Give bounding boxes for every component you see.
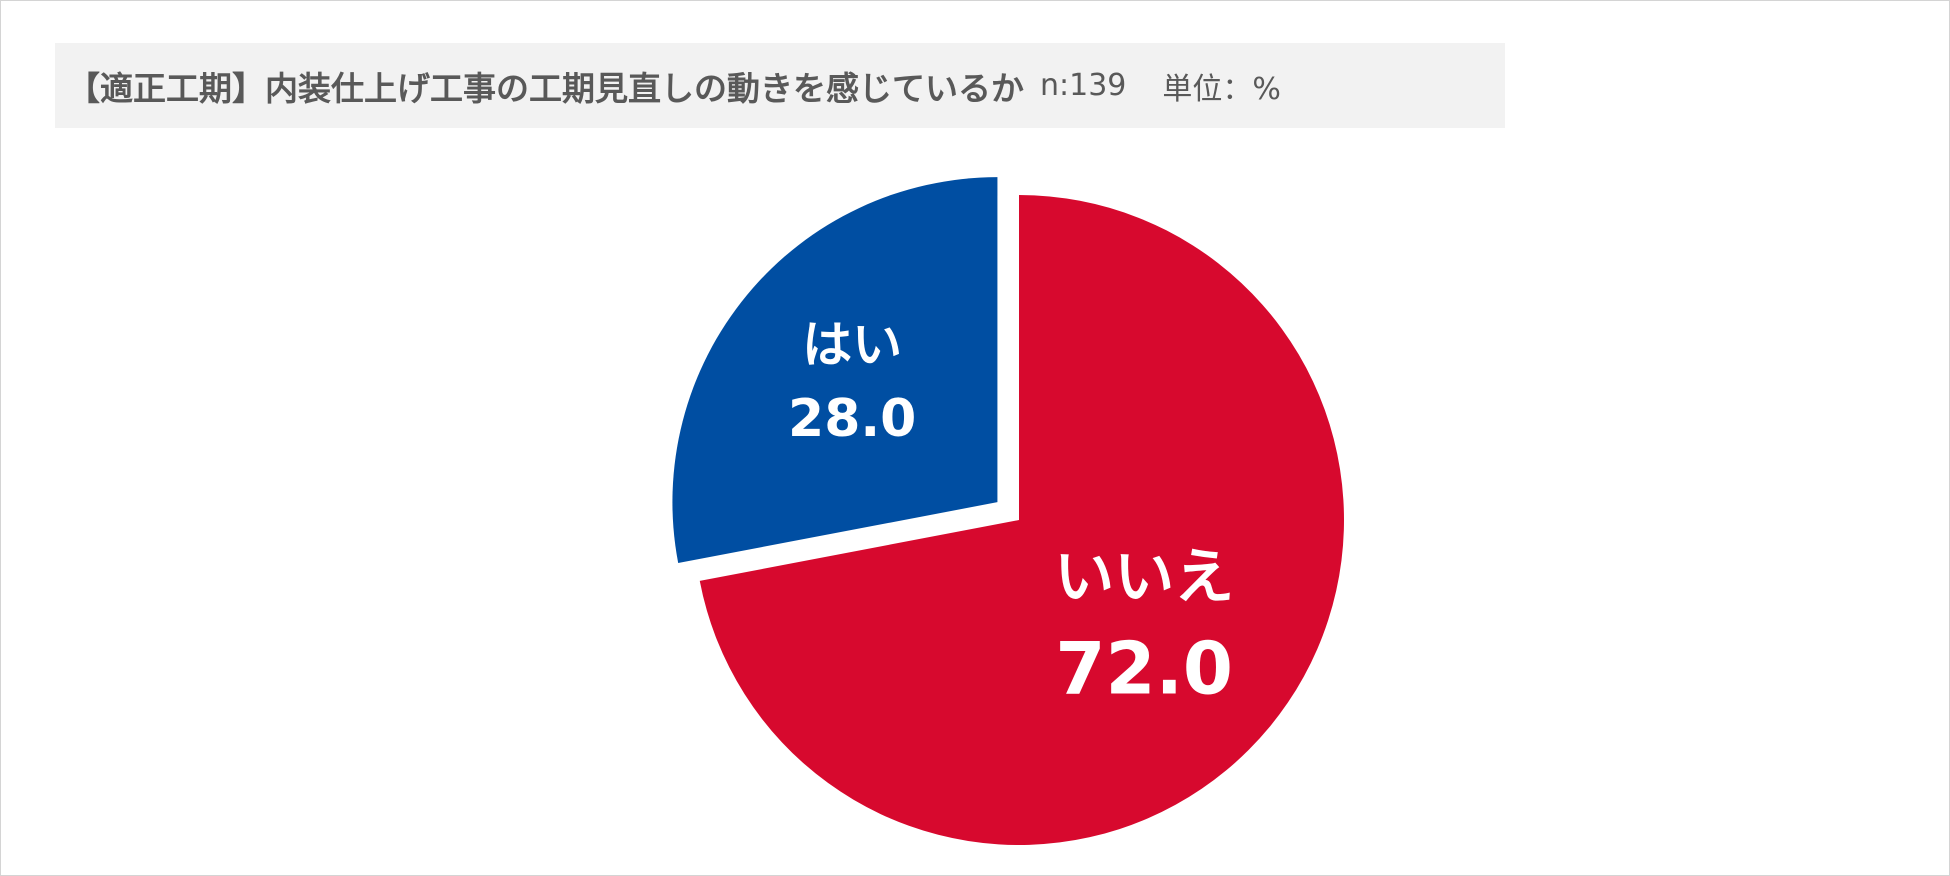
slice-value-no: 72.0 bbox=[1055, 627, 1233, 711]
sample-size: n:139 bbox=[1040, 68, 1127, 103]
slice-label-yes: はい bbox=[802, 316, 902, 374]
unit-label: 単位：% bbox=[1162, 71, 1281, 107]
pie-slice-yes bbox=[672, 177, 998, 564]
slice-value-yes: 28.0 bbox=[788, 389, 916, 449]
chart-title-bar: 【適正工期】内装仕上げ工事の工期見直しの動きを感じているか n:139 単位：% bbox=[55, 43, 1505, 128]
chart-title: 【適正工期】内装仕上げ工事の工期見直しの動きを感じているか bbox=[67, 68, 1024, 108]
slice-label-no: いいえ bbox=[1054, 543, 1234, 613]
pie-slice-no bbox=[699, 195, 1344, 845]
